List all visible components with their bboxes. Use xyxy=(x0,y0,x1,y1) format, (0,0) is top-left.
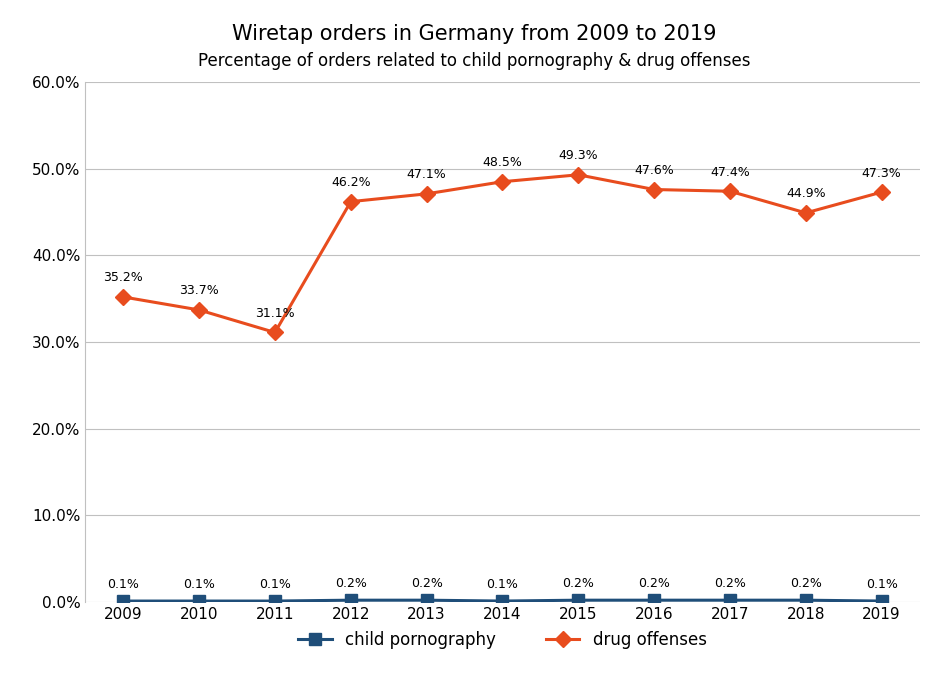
Text: 0.1%: 0.1% xyxy=(259,579,291,592)
Text: 48.5%: 48.5% xyxy=(483,156,522,169)
Text: 47.6%: 47.6% xyxy=(634,164,674,177)
Text: 0.1%: 0.1% xyxy=(107,579,139,592)
Text: 0.1%: 0.1% xyxy=(183,579,215,592)
Text: 44.9%: 44.9% xyxy=(786,187,826,200)
child pornography xyxy=(497,597,508,605)
child pornography xyxy=(118,597,129,605)
Text: 0.1%: 0.1% xyxy=(486,579,519,592)
child pornography xyxy=(573,596,584,604)
Legend: child pornography, drug offenses: child pornography, drug offenses xyxy=(292,624,713,656)
Text: 0.2%: 0.2% xyxy=(410,577,443,590)
Text: 33.7%: 33.7% xyxy=(179,285,219,298)
Text: 46.2%: 46.2% xyxy=(331,176,371,189)
Text: 0.2%: 0.2% xyxy=(335,577,367,590)
child pornography xyxy=(876,597,887,605)
Text: 0.2%: 0.2% xyxy=(638,577,670,590)
Text: Percentage of orders related to child pornography & drug offenses: Percentage of orders related to child po… xyxy=(198,52,750,70)
Text: 47.3%: 47.3% xyxy=(862,167,902,180)
drug offenses xyxy=(573,171,584,179)
child pornography xyxy=(800,596,811,604)
child pornography xyxy=(269,597,281,605)
Text: 35.2%: 35.2% xyxy=(103,272,143,285)
drug offenses xyxy=(421,189,432,198)
drug offenses xyxy=(648,185,660,194)
Text: 0.2%: 0.2% xyxy=(790,577,822,590)
child pornography xyxy=(724,596,736,604)
Text: 0.2%: 0.2% xyxy=(562,577,594,590)
Text: 31.1%: 31.1% xyxy=(255,307,295,320)
Text: 47.4%: 47.4% xyxy=(710,166,750,179)
drug offenses xyxy=(118,293,129,301)
child pornography xyxy=(421,596,432,604)
Text: 49.3%: 49.3% xyxy=(558,149,598,162)
child pornography xyxy=(193,597,205,605)
child pornography xyxy=(648,596,660,604)
Line: drug offenses: drug offenses xyxy=(118,169,887,338)
drug offenses xyxy=(193,306,205,314)
drug offenses xyxy=(724,187,736,196)
Text: 47.1%: 47.1% xyxy=(407,168,447,181)
Text: Wiretap orders in Germany from 2009 to 2019: Wiretap orders in Germany from 2009 to 2… xyxy=(231,24,717,44)
drug offenses xyxy=(497,178,508,186)
Text: 0.1%: 0.1% xyxy=(866,579,898,592)
drug offenses xyxy=(269,328,281,337)
drug offenses xyxy=(345,198,356,206)
child pornography xyxy=(345,596,356,604)
Text: 0.2%: 0.2% xyxy=(714,577,746,590)
drug offenses xyxy=(876,188,887,196)
drug offenses xyxy=(800,209,811,217)
Line: child pornography: child pornography xyxy=(118,594,887,607)
